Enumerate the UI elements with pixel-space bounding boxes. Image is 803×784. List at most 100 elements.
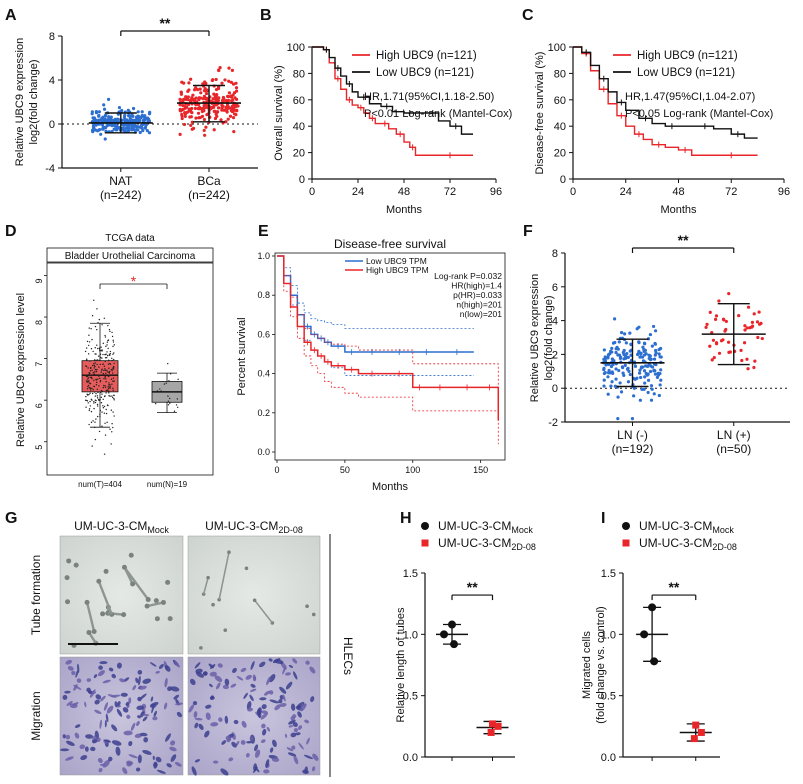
chart-f-point <box>649 398 654 402</box>
migrated-cell <box>128 754 138 759</box>
migrated-cell <box>209 696 215 700</box>
chart-i-y-tick-label: 0.0 <box>601 752 616 764</box>
migrated-cell <box>218 717 223 722</box>
chart-f-point <box>610 380 614 384</box>
chart-d-point <box>87 377 90 379</box>
chart-d-point <box>96 374 99 376</box>
chart-a-point <box>182 122 187 127</box>
chart-h-y-tick-label: 1.5 <box>403 568 418 580</box>
chart-d-point <box>91 338 93 341</box>
chart-a-point <box>235 108 239 112</box>
chart-d-top-title: TCGA data <box>105 233 155 244</box>
migrated-cell <box>106 705 114 714</box>
chart-c-legend-label: High UBC9 (n=121) <box>637 50 738 62</box>
chart-d-point <box>85 406 87 408</box>
chart-f-point <box>643 381 647 385</box>
chart-f-point <box>639 352 643 356</box>
chart-d-point <box>102 353 104 356</box>
chart-a-point <box>231 82 236 86</box>
chart-a-point <box>99 132 103 136</box>
chart-d-point <box>108 394 110 397</box>
chart-a-point <box>200 109 204 114</box>
migrated-cell <box>312 753 319 761</box>
migrated-cell <box>164 665 171 672</box>
chart-a-point <box>203 133 207 137</box>
panel-g-column-label-sub: 2D-08 <box>278 525 303 535</box>
chart-d-point <box>92 420 94 422</box>
migrated-cell <box>285 681 293 690</box>
chart-d-point <box>168 397 171 400</box>
chart-d-point <box>95 371 97 373</box>
chart-f-point <box>621 371 625 375</box>
chart-d-point <box>100 371 102 373</box>
chart-e-y-tick-label: 0.0 <box>257 447 270 457</box>
chart-f-point <box>642 341 647 345</box>
chart-f-point <box>635 327 639 331</box>
chart-d-point <box>94 401 97 404</box>
migrated-cell <box>137 754 142 764</box>
chart-f-point <box>637 341 641 345</box>
chart-e-y-tick-label: 1.0 <box>257 251 270 261</box>
chart-b-x-tick-label: 0 <box>309 186 315 198</box>
migrated-cell <box>130 722 136 731</box>
chart-e-y-tick-label: 0.6 <box>257 329 270 339</box>
chart-f-point <box>712 355 716 360</box>
chart-a-point <box>117 125 121 130</box>
chart-d-point <box>87 367 89 369</box>
chart-d-point <box>95 392 97 395</box>
chart-d-point <box>90 328 92 330</box>
chart-h-significance: ** <box>467 579 478 595</box>
migrated-cell <box>274 704 281 711</box>
migrated-cell <box>230 683 237 688</box>
chart-f-point <box>644 352 648 356</box>
chart-d-point <box>102 372 105 375</box>
chart-a-point <box>126 123 131 127</box>
chart-d-point <box>88 408 91 410</box>
cell-cluster <box>199 646 203 650</box>
tube-segment <box>254 599 273 624</box>
chart-a-point <box>193 106 197 110</box>
migrated-cell <box>164 677 168 688</box>
chart-d-ylabel: Relative UBC9 expression level <box>15 293 27 447</box>
chart-f-point <box>609 349 613 353</box>
chart-f-point <box>606 375 610 379</box>
chart-e-legend-label: High UBC9 TPM <box>366 265 429 275</box>
migrated-cell <box>269 674 276 683</box>
migrated-cell <box>175 702 183 706</box>
migrated-cell <box>221 740 227 745</box>
chart-a-point <box>188 115 192 119</box>
migrated-cell <box>93 674 98 679</box>
chart-b-y-tick-label: 60 <box>293 95 305 107</box>
chart-f-point <box>614 377 618 381</box>
chart-d-point <box>88 393 90 396</box>
cell-cluster <box>167 616 173 622</box>
migrated-cell <box>163 702 168 710</box>
migrated-cell <box>132 685 137 691</box>
chart-d-point <box>91 377 93 380</box>
chart-f-y-tick-label: 6 <box>552 282 558 294</box>
chart-a-significance: ** <box>159 15 170 31</box>
chart-a-point <box>228 114 233 118</box>
chart-d-point <box>86 359 88 361</box>
chart-d-point <box>109 374 111 377</box>
chart-d-point <box>110 368 113 371</box>
chart-c-legend-label: Low UBC9 (n=121) <box>637 67 735 79</box>
migrated-cell <box>216 682 221 690</box>
migrated-cell <box>149 701 159 707</box>
migrated-cell <box>260 712 269 720</box>
migrated-cell <box>288 719 296 725</box>
migrated-cell <box>297 725 303 730</box>
chart-e-annotation: Log-rank P=0.032 <box>434 271 502 281</box>
chart-a-point <box>234 89 239 93</box>
migrated-cell <box>98 767 103 773</box>
chart-d-point <box>167 395 169 397</box>
panel-label-h: H <box>400 510 412 527</box>
chart-a-point <box>191 93 195 97</box>
migrated-cell <box>85 734 94 739</box>
chart-e-ci-upper <box>277 255 499 398</box>
chart-f-point <box>642 369 647 373</box>
chart-a-point <box>227 79 231 83</box>
chart-d-point <box>98 430 101 433</box>
migrated-cell <box>300 703 307 712</box>
chart-a-point <box>184 96 189 100</box>
